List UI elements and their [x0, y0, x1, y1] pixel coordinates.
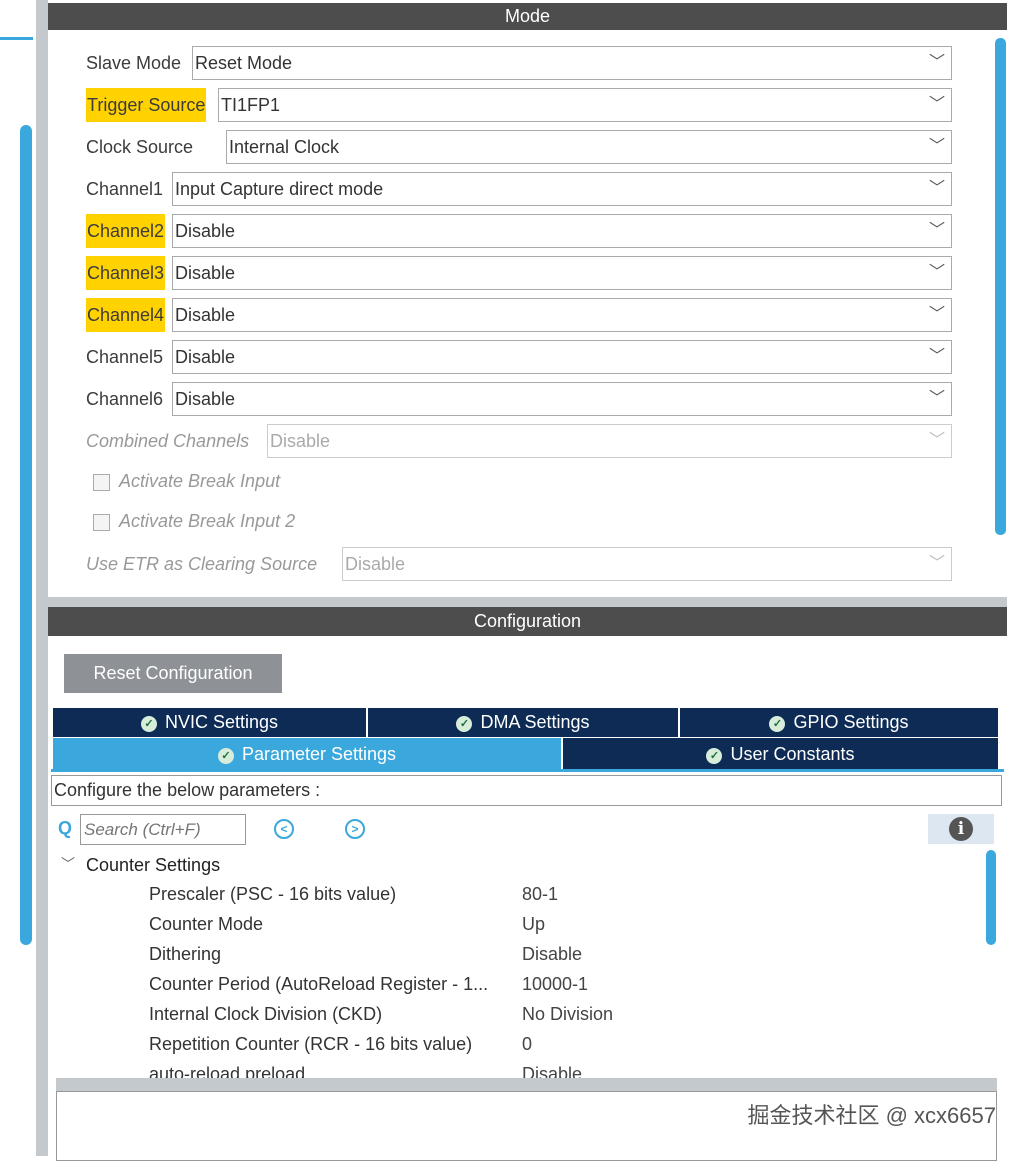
channel4-label: Channel4 [86, 298, 166, 332]
trigger-source-label: Trigger Source [86, 88, 207, 122]
chevron-down-icon: ﹀ [928, 390, 945, 407]
clock-source-select[interactable]: Internal Clock ﹀ [226, 130, 952, 164]
reset-configuration-button[interactable]: Reset Configuration [64, 654, 282, 693]
channel6-label: Channel6 [86, 389, 164, 409]
right-edge-panel [1012, 0, 1024, 1156]
channel6-select[interactable]: Disable ﹀ [172, 382, 952, 416]
channel4-select[interactable]: Disable ﹀ [172, 298, 952, 332]
clock-source-label: Clock Source [86, 137, 194, 157]
splitter[interactable] [36, 0, 48, 1156]
channel5-select[interactable]: Disable ﹀ [172, 340, 952, 374]
mode-scrollbar[interactable] [995, 38, 1006, 535]
params-scrollbar[interactable] [986, 850, 996, 945]
channel3-value: Disable [175, 263, 236, 283]
param-name[interactable]: Repetition Counter (RCR - 16 bits value) [149, 1034, 473, 1054]
check-circle-icon: ✓ [706, 748, 723, 764]
search-icon: Q [58, 818, 73, 838]
slave-mode-select[interactable]: Reset Mode ﹀ [192, 46, 952, 80]
param-name[interactable]: Prescaler (PSC - 16 bits value) [149, 884, 397, 904]
slave-mode-value: Reset Mode [195, 53, 293, 73]
info-icon: i [949, 817, 973, 841]
param-value[interactable]: Disable [522, 944, 583, 964]
check-circle-icon: ✓ [140, 716, 157, 732]
previous-match-icon[interactable]: < [274, 819, 294, 839]
activate-break-input-label: Activate Break Input [119, 471, 281, 491]
chevron-down-icon: ﹀ [928, 306, 945, 323]
channel5-label: Channel5 [86, 347, 164, 367]
param-name[interactable]: Internal Clock Division (CKD) [149, 1004, 383, 1024]
tab-user-constants[interactable]: ✓ User Constants [563, 738, 998, 770]
channel1-value: Input Capture direct mode [175, 179, 384, 199]
next-match-icon[interactable]: > [345, 819, 365, 839]
chevron-down-icon: ﹀ [928, 555, 945, 572]
channel5-value: Disable [175, 347, 236, 367]
etr-label: Use ETR as Clearing Source [86, 554, 318, 574]
chevron-down-icon: ﹀ [928, 264, 945, 281]
param-name[interactable]: Counter Period (AutoReload Register - 1.… [149, 974, 489, 994]
param-value[interactable]: Up [522, 914, 546, 934]
check-circle-icon: ✓ [769, 716, 786, 732]
channel3-select[interactable]: Disable ﹀ [172, 256, 952, 290]
group-counter-settings[interactable]: Counter Settings [86, 855, 221, 875]
channel1-select[interactable]: Input Capture direct mode ﹀ [172, 172, 952, 206]
channel2-label: Channel2 [86, 214, 166, 248]
tab-parameter-settings[interactable]: ✓ Parameter Settings [53, 738, 563, 770]
chevron-down-icon: ﹀ [928, 54, 945, 71]
channel6-value: Disable [175, 389, 236, 409]
tab-label: DMA Settings [480, 712, 590, 732]
activate-break-input-2-checkbox[interactable] [93, 514, 110, 531]
description-box: Configure the below parameters : [51, 775, 1002, 806]
channel1-label: Channel1 [86, 179, 164, 199]
param-name[interactable]: Dithering [149, 944, 222, 964]
chevron-down-icon: ﹀ [928, 180, 945, 197]
chevron-down-icon: ﹀ [928, 432, 945, 449]
collapse-chevron-icon[interactable]: ﹀ [61, 856, 75, 872]
section-divider[interactable] [48, 597, 1007, 607]
info-button[interactable]: i [928, 814, 994, 844]
combined-channels-label: Combined Channels [86, 431, 250, 451]
param-name[interactable]: Counter Mode [149, 914, 264, 934]
param-value[interactable]: 10000-1 [522, 974, 589, 994]
tab-dma-settings[interactable]: ✓ DMA Settings [368, 708, 680, 737]
activate-break-input-checkbox[interactable] [93, 474, 110, 491]
activate-break-input-2-label: Activate Break Input 2 [119, 511, 296, 531]
trigger-source-select[interactable]: TI1FP1 ﹀ [218, 88, 952, 122]
description-text: Configure the below parameters : [54, 780, 321, 800]
channel2-select[interactable]: Disable ﹀ [172, 214, 952, 248]
configuration-header: Configuration [48, 607, 1007, 636]
tab-label: GPIO Settings [793, 712, 909, 732]
tab-label: NVIC Settings [164, 712, 279, 732]
chevron-down-icon: ﹀ [928, 138, 945, 155]
combined-channels-select[interactable]: Disable ﹀ [267, 424, 952, 458]
channel2-value: Disable [175, 221, 236, 241]
left-scrollbar[interactable] [20, 125, 32, 945]
watermark: 掘金技术社区 @ xcx6657 [747, 1103, 997, 1128]
trigger-source-value: TI1FP1 [221, 95, 281, 115]
etr-value: Disable [345, 554, 406, 574]
param-value[interactable]: No Division [522, 1004, 614, 1024]
param-value[interactable]: 0 [522, 1034, 533, 1054]
left-panel-tab-line [0, 37, 33, 40]
mode-header: Mode [48, 3, 1007, 30]
check-circle-icon: ✓ [217, 748, 234, 764]
chevron-down-icon: ﹀ [928, 96, 945, 113]
bottom-splitter[interactable] [56, 1078, 997, 1091]
check-circle-icon: ✓ [456, 716, 473, 732]
clock-source-value: Internal Clock [229, 137, 340, 157]
tab-label: User Constants [730, 744, 855, 764]
channel4-value: Disable [175, 305, 236, 325]
chevron-down-icon: ﹀ [928, 348, 945, 365]
tab-nvic-settings[interactable]: ✓ NVIC Settings [53, 708, 368, 737]
tab-underline [51, 769, 1004, 772]
slave-mode-label: Slave Mode [86, 53, 182, 73]
etr-select[interactable]: Disable ﹀ [342, 547, 952, 581]
tab-gpio-settings[interactable]: ✓ GPIO Settings [680, 708, 998, 737]
param-value[interactable]: 80-1 [522, 884, 559, 904]
tab-label: Parameter Settings [241, 744, 397, 764]
search-input[interactable] [80, 814, 246, 845]
channel3-label: Channel3 [86, 256, 166, 290]
chevron-down-icon: ﹀ [928, 222, 945, 239]
combined-channels-value: Disable [270, 431, 331, 451]
